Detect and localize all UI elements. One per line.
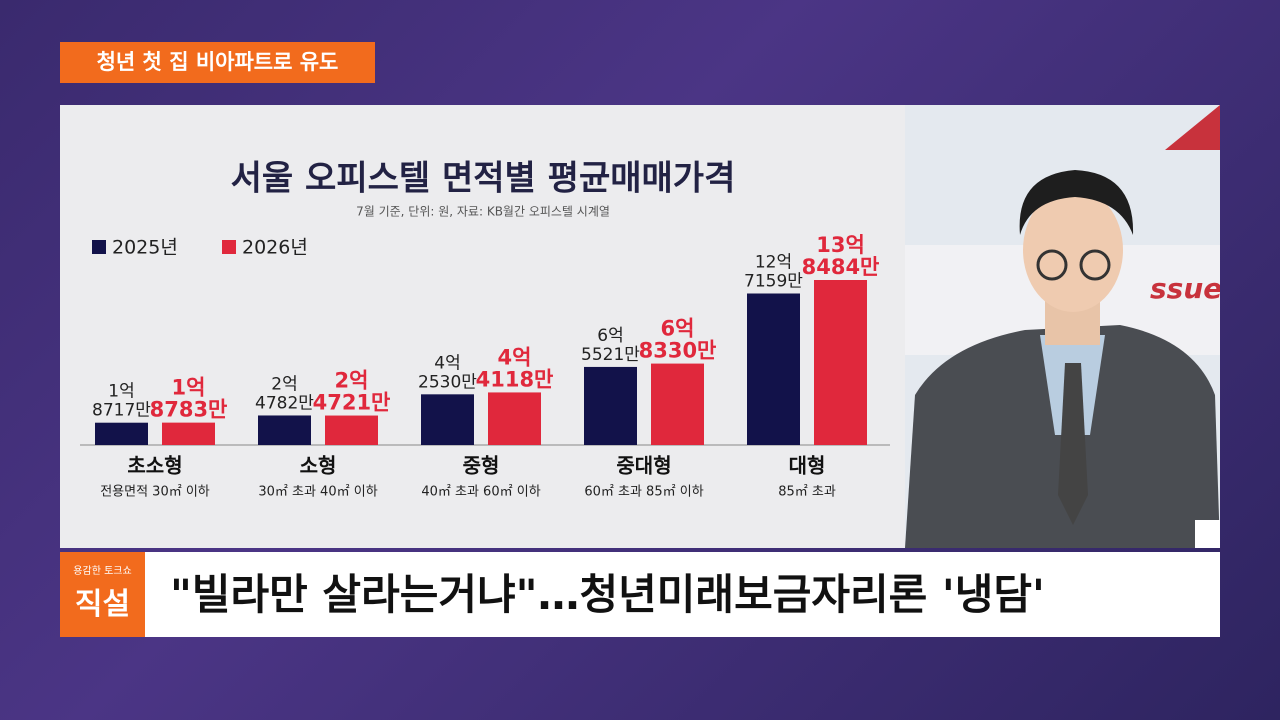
topic-tag: 청년 첫 집 비아파트로 유도 — [60, 42, 375, 83]
value-label: 1억 — [172, 376, 206, 400]
chart-subtitle: 7월 기준, 단위: 원, 자료: KB월간 오피스텔 시계열 — [356, 205, 610, 219]
chart: 서울 오피스텔 면적별 평균매매가격 7월 기준, 단위: 원, 자료: KB월… — [80, 159, 890, 500]
bar — [258, 415, 311, 445]
show-logo: 용감한 토크쇼 직설 — [60, 552, 145, 637]
glasses — [1079, 249, 1111, 281]
headline: "빌라만 살라는거냐"…청년미래보금자리론 '냉담' — [145, 552, 1220, 637]
value-label: 8717만 — [92, 401, 151, 421]
glasses — [1036, 249, 1068, 281]
category-label: 초소형 — [127, 454, 182, 478]
chart-panel: 서울 오피스텔 면적별 평균매매가격 7월 기준, 단위: 원, 자료: KB월… — [60, 105, 905, 548]
backdrop-text: ssue — [1150, 272, 1220, 305]
category-note: 85㎡ 초과 — [778, 485, 836, 500]
bar — [162, 422, 215, 445]
tie — [1058, 363, 1088, 525]
value-label: 12억 — [755, 252, 792, 272]
value-label: 8484만 — [802, 255, 880, 279]
bar — [488, 392, 541, 445]
hair — [1019, 170, 1134, 235]
lower-third: 용감한 토크쇼 직설 "빌라만 살라는거냐"…청년미래보금자리론 '냉담' — [60, 552, 1220, 637]
show-name: 용감한 토크쇼 — [73, 566, 132, 577]
value-label: 4억 — [498, 345, 532, 369]
bar — [421, 394, 474, 445]
video-feed: ssue — [905, 105, 1220, 548]
studio-scene: ssue — [905, 105, 1220, 548]
bar — [651, 363, 704, 445]
category-note: 60㎡ 초과 85㎡ 이하 — [584, 485, 703, 500]
show-logo-text: 직설 — [74, 587, 131, 622]
bar — [584, 366, 637, 445]
value-label: 1억 — [108, 382, 134, 402]
value-label: 8330만 — [639, 339, 717, 363]
value-label: 8783만 — [150, 398, 228, 422]
value-label: 4억 — [434, 353, 460, 373]
value-label: 13억 — [816, 233, 865, 257]
value-label: 2530만 — [418, 372, 477, 392]
bar — [95, 422, 148, 445]
value-label: 2억 — [271, 374, 297, 394]
category-label: 소형 — [300, 454, 337, 478]
value-label: 4118만 — [476, 367, 554, 391]
category-note: 40㎡ 초과 60㎡ 이하 — [421, 485, 540, 500]
category-label: 중대형 — [616, 454, 671, 478]
category-label: 중형 — [463, 454, 500, 478]
bar — [747, 293, 800, 445]
category-note: 30㎡ 초과 40㎡ 이하 — [258, 485, 377, 500]
legend-label: 2026년 — [242, 237, 308, 259]
bar — [814, 280, 867, 445]
legend-swatch — [222, 240, 236, 254]
bar — [325, 415, 378, 445]
value-label: 2억 — [335, 369, 369, 393]
value-label: 6억 — [597, 326, 623, 346]
category-note: 전용면적 30㎡ 이하 — [100, 485, 210, 500]
legend-swatch — [92, 240, 106, 254]
value-label: 4721만 — [313, 391, 391, 415]
value-label: 7159만 — [744, 271, 803, 291]
value-label: 5521만 — [581, 345, 640, 365]
backdrop-stripe — [1165, 105, 1220, 150]
value-label: 6억 — [661, 317, 695, 341]
category-label: 대형 — [789, 454, 826, 478]
chart-title: 서울 오피스텔 면적별 평균매매가격 — [231, 159, 736, 199]
face — [1023, 188, 1123, 312]
value-label: 4782만 — [255, 393, 314, 413]
legend-label: 2025년 — [112, 237, 178, 259]
desk — [1195, 520, 1220, 548]
